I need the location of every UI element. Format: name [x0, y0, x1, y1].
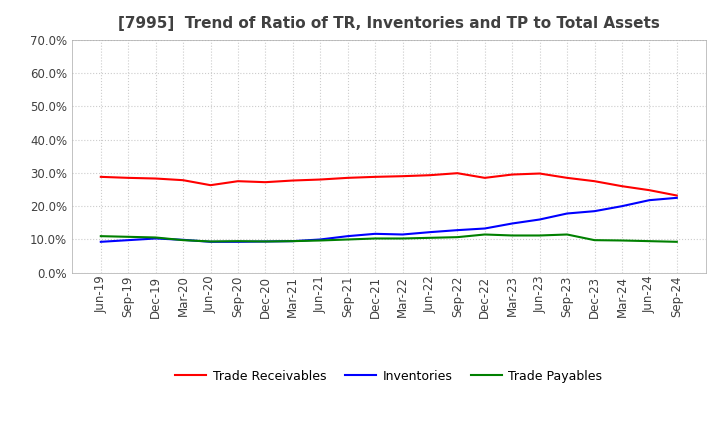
Trade Receivables — [563, 175, 572, 180]
Trade Receivables — [343, 175, 352, 180]
Inventories — [618, 204, 626, 209]
Line: Trade Payables: Trade Payables — [101, 235, 677, 242]
Inventories — [453, 227, 462, 233]
Inventories — [590, 209, 599, 214]
Legend: Trade Receivables, Inventories, Trade Payables: Trade Receivables, Inventories, Trade Pa… — [170, 365, 608, 388]
Inventories — [426, 230, 434, 235]
Trade Payables — [206, 239, 215, 244]
Trade Payables — [453, 235, 462, 240]
Trade Payables — [96, 234, 105, 239]
Inventories — [536, 217, 544, 222]
Inventories — [398, 232, 407, 237]
Inventories — [480, 226, 489, 231]
Title: [7995]  Trend of Ratio of TR, Inventories and TP to Total Assets: [7995] Trend of Ratio of TR, Inventories… — [118, 16, 660, 32]
Inventories — [563, 211, 572, 216]
Trade Payables — [618, 238, 626, 243]
Trade Receivables — [508, 172, 516, 177]
Trade Receivables — [618, 183, 626, 189]
Trade Receivables — [590, 179, 599, 184]
Trade Receivables — [426, 172, 434, 178]
Trade Payables — [563, 232, 572, 237]
Trade Receivables — [124, 175, 132, 180]
Inventories — [672, 195, 681, 201]
Inventories — [179, 237, 187, 242]
Trade Receivables — [151, 176, 160, 181]
Trade Receivables — [672, 193, 681, 198]
Trade Payables — [508, 233, 516, 238]
Trade Receivables — [179, 178, 187, 183]
Trade Payables — [371, 236, 379, 241]
Inventories — [645, 198, 654, 203]
Trade Payables — [590, 238, 599, 243]
Trade Receivables — [261, 180, 270, 185]
Trade Receivables — [233, 179, 242, 184]
Inventories — [233, 239, 242, 245]
Trade Payables — [151, 235, 160, 240]
Trade Receivables — [289, 178, 297, 183]
Inventories — [316, 237, 325, 242]
Trade Payables — [233, 238, 242, 244]
Trade Payables — [426, 235, 434, 240]
Trade Payables — [179, 238, 187, 243]
Trade Receivables — [96, 174, 105, 180]
Inventories — [124, 238, 132, 243]
Trade Payables — [124, 234, 132, 239]
Trade Receivables — [480, 175, 489, 180]
Trade Receivables — [398, 173, 407, 179]
Trade Receivables — [316, 177, 325, 182]
Inventories — [261, 239, 270, 244]
Trade Payables — [343, 237, 352, 242]
Trade Payables — [645, 238, 654, 244]
Trade Payables — [289, 238, 297, 244]
Trade Receivables — [371, 174, 379, 180]
Trade Payables — [398, 236, 407, 241]
Inventories — [289, 238, 297, 244]
Trade Payables — [480, 232, 489, 237]
Trade Payables — [261, 239, 270, 244]
Line: Inventories: Inventories — [101, 198, 677, 242]
Trade Receivables — [645, 187, 654, 193]
Inventories — [371, 231, 379, 236]
Inventories — [151, 236, 160, 241]
Trade Payables — [672, 239, 681, 245]
Trade Receivables — [206, 183, 215, 188]
Trade Payables — [536, 233, 544, 238]
Inventories — [206, 239, 215, 245]
Trade Receivables — [453, 171, 462, 176]
Inventories — [343, 234, 352, 239]
Inventories — [508, 221, 516, 226]
Inventories — [96, 239, 105, 245]
Trade Receivables — [536, 171, 544, 176]
Trade Payables — [316, 238, 325, 243]
Line: Trade Receivables: Trade Receivables — [101, 173, 677, 195]
